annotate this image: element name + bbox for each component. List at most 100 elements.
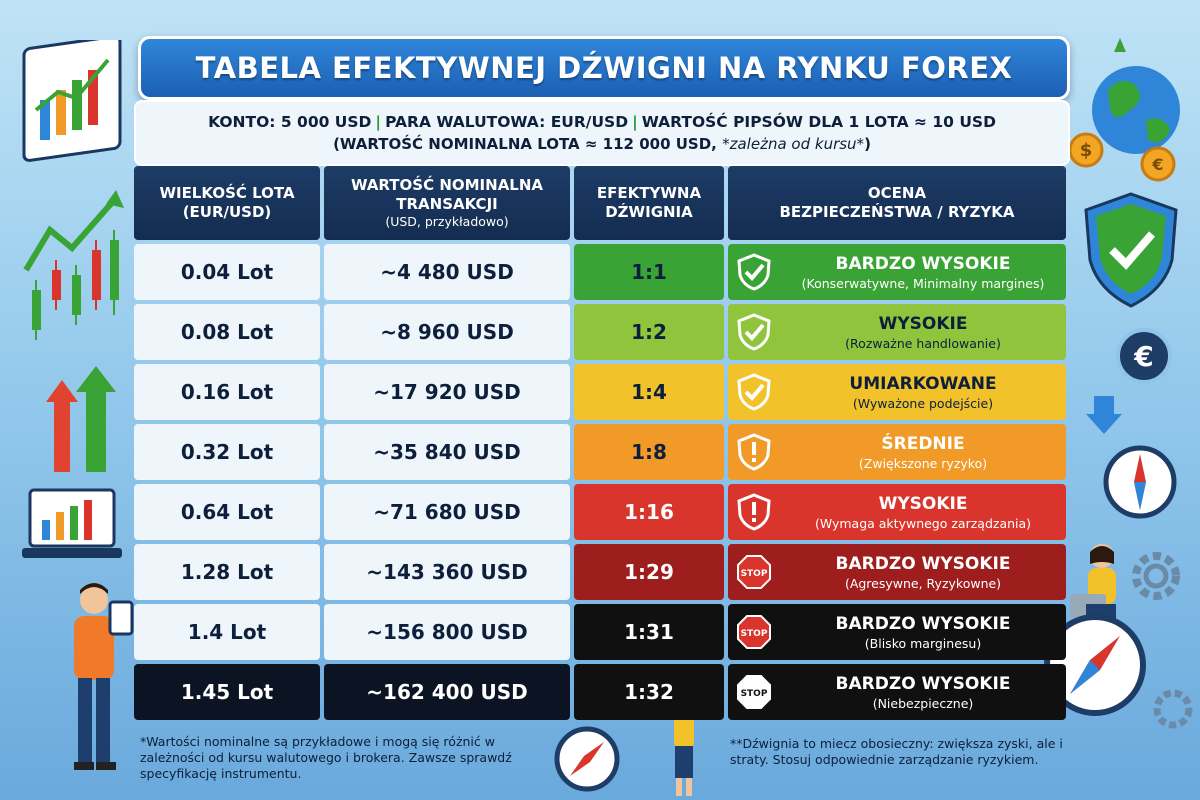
- column-header-title: OCENA BEZPIECZEŃSTWA / RYZYKA: [779, 184, 1015, 221]
- nominal-value-cell: ~8 960 USD: [324, 304, 570, 360]
- table-row: 1.4 Lot ~156 800 USD 1:31 STOP BARDZO WYSOKI…: [134, 604, 1066, 660]
- risk-note: (Konserwatywne, Minimalny margines): [801, 275, 1045, 291]
- nominal-value-cell: ~162 400 USD: [324, 664, 570, 720]
- leverage-cell: 1:31: [574, 604, 724, 660]
- leverage-value: 1:32: [624, 680, 674, 704]
- lot-size: 1.4 Lot: [187, 620, 267, 644]
- gear-small-icon: [1153, 689, 1193, 729]
- stop-sign-icon: STOP: [737, 555, 771, 589]
- svg-text:€: €: [1151, 155, 1163, 174]
- shield-check-icon: [737, 373, 771, 411]
- risk-note: (Zwiększone ryzyko): [858, 455, 988, 471]
- shield-check-icon: [1084, 192, 1178, 308]
- shield-check-icon: [737, 253, 771, 291]
- title-banner: TABELA EFEKTYWNEJ DŹWIGNI NA RYNKU FOREX: [138, 36, 1070, 100]
- nominal-value-cell: ~143 360 USD: [324, 544, 570, 600]
- risk-level: ŚREDNIE: [881, 433, 965, 454]
- globe-icon: $ €: [1068, 38, 1180, 182]
- lot-size-cell: 1.45 Lot: [134, 664, 320, 720]
- table-row: 1.28 Lot ~143 360 USD 1:29 STOP BARDZO WYSOK…: [134, 544, 1066, 600]
- nominal-value: ~35 840 USD: [373, 440, 521, 464]
- leverage-value: 1:29: [624, 560, 674, 584]
- pair-info: PARA WALUTOWA: EUR/USD: [385, 113, 629, 131]
- risk-note: (Wyważone podejście): [852, 395, 994, 411]
- leverage-value: 1:31: [624, 620, 674, 644]
- leverage-cell: 1:1: [574, 244, 724, 300]
- bottom-compass-icon: [554, 726, 620, 792]
- nominal-value-cell: ~4 480 USD: [324, 244, 570, 300]
- shield-check-icon: [737, 313, 771, 351]
- risk-note: (Rozważne handlowanie): [845, 335, 1001, 351]
- laptop-chart-icon: [22, 488, 122, 558]
- pip-info: WARTOŚĆ PIPSÓW DLA 1 LOTA ≈ 10 USD: [641, 113, 996, 131]
- stop-sign-icon: STOP: [737, 615, 771, 649]
- lot-size: 0.08 Lot: [180, 320, 274, 344]
- footnote-nominal: *Wartości nominalne są przykładowe i mog…: [140, 734, 512, 781]
- assumptions-line-2: (WARTOŚĆ NOMINALNA LOTA ≈ 112 000 USD, *…: [333, 135, 871, 153]
- chart-board-icon: [22, 40, 122, 162]
- lot-size: 1.45 Lot: [180, 680, 274, 704]
- risk-cell: WYSOKIE (Rozważne handlowanie): [728, 304, 1066, 360]
- risk-cell: STOP BARDZO WYSOKIE (Blisko marginesu): [728, 604, 1066, 660]
- lot-size: 1.28 Lot: [180, 560, 274, 584]
- svg-text:$: $: [1080, 140, 1093, 161]
- nominal-value: ~156 800 USD: [366, 620, 528, 644]
- table-row: 0.64 Lot ~71 680 USD 1:16 WYSOKIE (Wymaga ak…: [134, 484, 1066, 540]
- stop-label: STOP: [741, 629, 768, 639]
- nominal-value: ~17 920 USD: [373, 380, 521, 404]
- assumptions-box: KONTO: 5 000 USD | PARA WALUTOWA: EUR/USD |…: [134, 100, 1070, 166]
- stop-sign-icon: STOP: [737, 675, 771, 709]
- column-header-risk: OCENA BEZPIECZEŃSTWA / RYZYKA: [728, 166, 1066, 240]
- lot-size: 0.64 Lot: [180, 500, 274, 524]
- stop-label: STOP: [741, 569, 768, 579]
- lot-size-cell: 0.32 Lot: [134, 424, 320, 480]
- nominal-value: ~8 960 USD: [380, 320, 514, 344]
- stop-label: STOP: [741, 689, 768, 699]
- risk-cell: STOP BARDZO WYSOKIE (Niebezpieczne): [728, 664, 1066, 720]
- risk-level: BARDZO WYSOKIE: [835, 613, 1011, 634]
- risk-note: (Blisko marginesu): [864, 635, 982, 651]
- leverage-cell: 1:8: [574, 424, 724, 480]
- leverage-value: 1:2: [631, 320, 667, 344]
- nominal-value: ~71 680 USD: [373, 500, 521, 524]
- risk-cell: UMIARKOWANE (Wyważone podejście): [728, 364, 1066, 420]
- nominal-info: (WARTOŚĆ NOMINALNA LOTA ≈ 112 000 USD,: [333, 135, 723, 153]
- lot-size-cell: 1.4 Lot: [134, 604, 320, 660]
- lot-size-cell: 0.64 Lot: [134, 484, 320, 540]
- table-row: 0.04 Lot ~4 480 USD 1:1 BARDZO WYSOKIE (Kons…: [134, 244, 1066, 300]
- column-header-leverage: EFEKTYWNA DŹWIGNIA: [574, 166, 724, 240]
- risk-cell: ŚREDNIE (Zwiększone ryzyko): [728, 424, 1066, 480]
- table-row: 1.45 Lot ~162 400 USD 1:32 STOP BARDZO WYSOK…: [134, 664, 1066, 720]
- risk-level: WYSOKIE: [878, 493, 968, 514]
- page-title: TABELA EFEKTYWNEJ DŹWIGNI NA RYNKU FOREX: [195, 51, 1013, 85]
- risk-note: (Niebezpieczne): [872, 695, 974, 711]
- column-header-nominal: WARTOŚĆ NOMINALNA TRANSAKCJI (USD, przyk…: [324, 166, 570, 240]
- nominal-value-cell: ~17 920 USD: [324, 364, 570, 420]
- nominal-value-cell: ~35 840 USD: [324, 424, 570, 480]
- shield-warning-icon: [737, 433, 771, 471]
- lot-size-cell: 0.04 Lot: [134, 244, 320, 300]
- leverage-cell: 1:16: [574, 484, 724, 540]
- risk-cell: BARDZO WYSOKIE (Konserwatywne, Minimalny …: [728, 244, 1066, 300]
- table-row: 0.16 Lot ~17 920 USD 1:4 UMIARKOWANE (Wyważo…: [134, 364, 1066, 420]
- risk-note: (Agresywne, Ryzykowne): [844, 575, 1002, 591]
- shield-warning-icon: [737, 493, 771, 531]
- lot-size: 0.16 Lot: [180, 380, 274, 404]
- up-arrows-icon: [46, 366, 116, 472]
- nominal-value-cell: ~71 680 USD: [324, 484, 570, 540]
- euro-coin-arrow-icon: €: [1086, 328, 1172, 434]
- risk-level: BARDZO WYSOKIE: [835, 253, 1011, 274]
- leverage-cell: 1:4: [574, 364, 724, 420]
- nominal-value-cell: ~156 800 USD: [324, 604, 570, 660]
- lot-size: 0.32 Lot: [180, 440, 274, 464]
- leverage-cell: 1:29: [574, 544, 724, 600]
- assumptions-line-1: KONTO: 5 000 USD | PARA WALUTOWA: EUR/USD |…: [208, 113, 996, 131]
- leverage-value: 1:1: [631, 260, 667, 284]
- lot-size-cell: 0.08 Lot: [134, 304, 320, 360]
- gear-icon: [1132, 552, 1180, 600]
- table-row: 0.32 Lot ~35 840 USD 1:8 ŚREDNIE (Zwiększone…: [134, 424, 1066, 480]
- column-header-title: WARTOŚĆ NOMINALNA TRANSAKCJI: [350, 176, 544, 213]
- column-header-note: (USD, przykładowo): [385, 214, 509, 229]
- leverage-value: 1:4: [631, 380, 667, 404]
- leverage-table: WIELKOŚĆ LOTA (EUR/USD) WARTOŚĆ NOMINALN…: [134, 166, 1066, 720]
